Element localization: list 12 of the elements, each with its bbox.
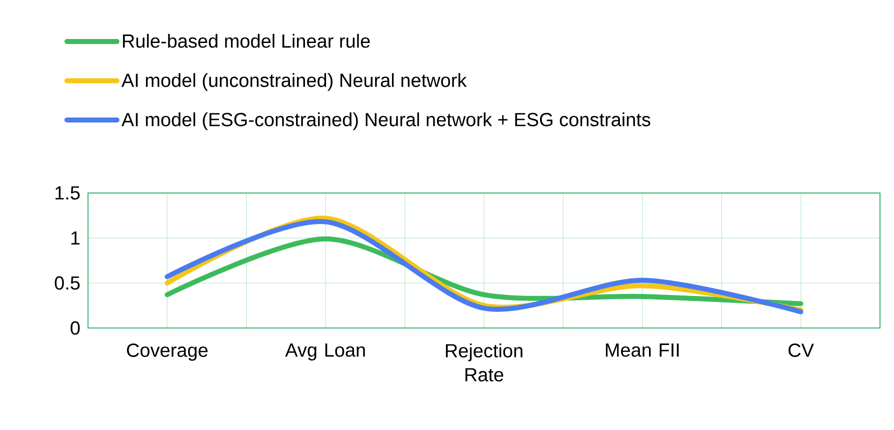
x-tick-label: CV bbox=[788, 344, 814, 357]
x-tick-label: Coverage bbox=[126, 344, 208, 361]
y-tick-label: 1 bbox=[71, 231, 80, 245]
legend-label: AI model (unconstrained) Neural network bbox=[121, 73, 467, 91]
x-tick-label: Avg Loan bbox=[285, 344, 365, 361]
x-tick-label: Rejection Rate bbox=[446, 344, 522, 382]
y-tick-label: 0.5 bbox=[54, 276, 80, 290]
x-tick-label: Mean FII bbox=[606, 344, 679, 357]
legend-label: AI model (ESG-constrained) Neural network + ESG constraints bbox=[121, 112, 650, 130]
y-tick-label: 1.5 bbox=[56, 186, 80, 200]
y-tick-label: 0 bbox=[70, 321, 80, 335]
legend-label: Rule-based model Linear rule bbox=[123, 34, 370, 48]
